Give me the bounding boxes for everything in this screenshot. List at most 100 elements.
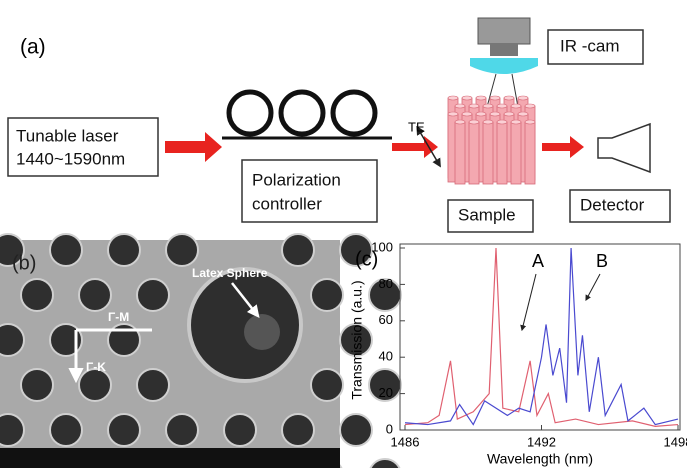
x-tick-label: 1498 <box>664 434 687 449</box>
hole <box>20 368 54 402</box>
line-series <box>404 247 679 426</box>
x-tick-label: 1486 <box>391 434 420 449</box>
arrow <box>165 132 222 162</box>
panel-label: (a) <box>20 36 46 59</box>
detector-box <box>569 189 671 223</box>
controller-text: controller <box>252 194 322 213</box>
plot-frame <box>399 243 681 431</box>
hole <box>136 368 170 402</box>
hole <box>281 233 315 267</box>
hole <box>281 413 315 447</box>
annotation: A <box>532 251 544 271</box>
hole <box>368 278 402 312</box>
hole <box>0 323 25 357</box>
laser-text: Tunable laser <box>16 126 119 145</box>
cylinder-top <box>524 103 536 109</box>
hole <box>136 278 170 312</box>
hole <box>107 323 141 357</box>
hole <box>165 233 199 267</box>
dir-text: Γ-K <box>86 360 106 374</box>
fiber-coils <box>226 89 378 137</box>
pol-text: TE <box>408 119 425 134</box>
hole <box>0 233 25 267</box>
x-axis-label: Wavelength (nm) <box>487 451 593 467</box>
cylinder-top <box>468 103 480 109</box>
camera <box>477 17 531 45</box>
detector <box>597 122 651 174</box>
cylinder-top <box>468 119 480 125</box>
cylinder-top <box>461 111 473 117</box>
hole <box>49 233 83 267</box>
hole <box>0 413 25 447</box>
hole <box>310 278 344 312</box>
cylinder-top <box>496 119 508 125</box>
annotation-arrow <box>520 273 537 332</box>
laser-box <box>7 117 159 177</box>
panel-a: (a) Tunable laser 1440~1590nm Polarizati… <box>7 17 671 233</box>
line-series <box>404 247 679 427</box>
camera <box>490 44 518 56</box>
arrow <box>542 136 584 158</box>
cylinder-top <box>447 111 459 117</box>
y-tick-label: 40 <box>379 349 393 364</box>
defect <box>187 267 303 383</box>
cylinder-top <box>510 103 522 109</box>
hole <box>310 368 344 402</box>
hole <box>107 233 141 267</box>
y-tick-label: 0 <box>386 421 393 436</box>
hole <box>339 233 373 267</box>
detector-text: Detector <box>580 195 645 214</box>
y-tick-label: 20 <box>379 385 393 400</box>
cylinder-top <box>447 95 459 101</box>
panel-c: (c) Wavelength (nm) Transmission (a.u.) … <box>349 239 687 466</box>
cylinder-top <box>454 119 466 125</box>
y-axis-label: Transmission (a.u.) <box>349 280 365 399</box>
hole <box>165 413 199 447</box>
cylinder-top <box>517 95 529 101</box>
y-tick-label: 60 <box>379 312 393 327</box>
annotation: B <box>596 251 608 271</box>
hole <box>107 413 141 447</box>
sem-footer <box>0 448 340 468</box>
cylinder-top <box>482 119 494 125</box>
cylinder-top <box>503 111 515 117</box>
sample-box <box>447 199 534 233</box>
pointer <box>231 282 260 318</box>
hole <box>339 413 373 447</box>
sphere-text: Latex Sphere <box>192 266 268 280</box>
cylinder <box>510 121 522 185</box>
cylinder <box>454 121 466 185</box>
arrow <box>392 136 438 158</box>
cylinder <box>468 121 480 185</box>
pol-arrow <box>416 125 441 168</box>
cylinder <box>496 121 508 185</box>
hole <box>369 458 401 468</box>
cylinder-top <box>461 95 473 101</box>
camera-text: IR -cam <box>560 36 620 55</box>
dir-text: Γ-M <box>108 310 129 324</box>
x-tick-label: 1492 <box>527 434 556 449</box>
lens <box>470 58 538 74</box>
hole <box>368 368 402 402</box>
laser-text: 1440~1590nm <box>16 149 125 168</box>
cylinder-top <box>496 103 508 109</box>
cylinder-top <box>517 111 529 117</box>
panel-label: (b) <box>12 252 36 274</box>
annotation-arrow <box>585 273 601 302</box>
cylinder-top <box>489 95 501 101</box>
hole <box>223 413 257 447</box>
panel-label: (c) <box>355 248 378 270</box>
cylinder-top <box>489 111 501 117</box>
hole <box>20 278 54 312</box>
panel-b: (b) Latex Sphere Γ-M Γ-K <box>0 233 402 468</box>
cylinder-top <box>475 95 487 101</box>
hole <box>49 323 83 357</box>
sample-text: Sample <box>458 205 516 224</box>
controller-box <box>241 159 378 223</box>
hole <box>49 413 83 447</box>
cylinder-top <box>475 111 487 117</box>
cylinder <box>482 121 494 185</box>
y-tick-label: 80 <box>379 276 393 291</box>
